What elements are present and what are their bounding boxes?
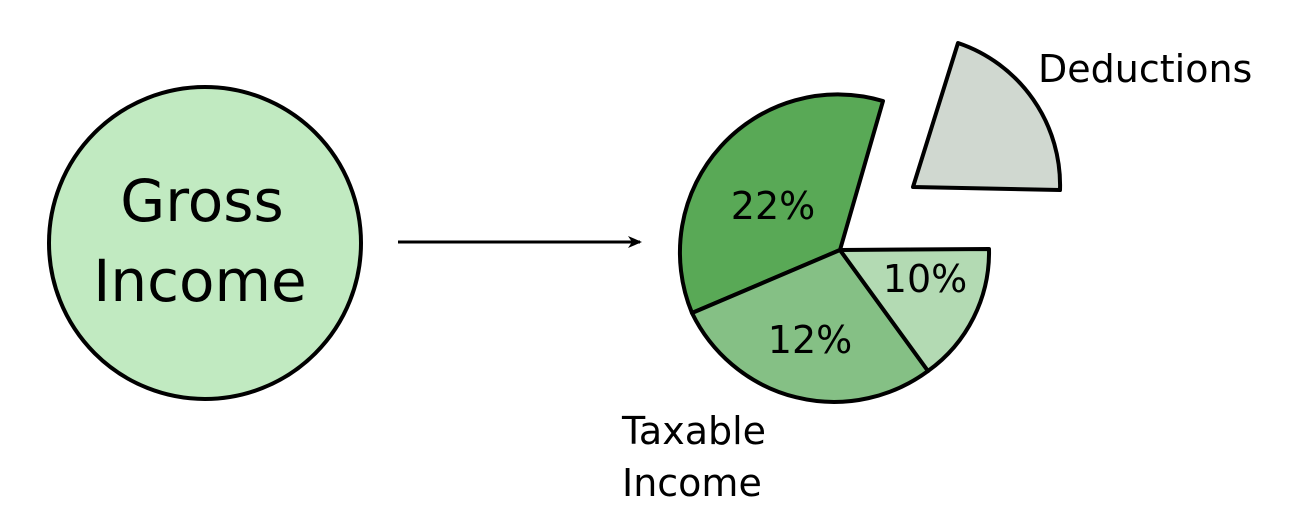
deductions-slice	[911, 41, 1063, 192]
deductions-node: Deductions	[911, 41, 1252, 192]
gross-income-circle	[47, 85, 363, 401]
taxable-income-label: Taxable Income	[621, 409, 766, 505]
taxable-income-label-line2: Income	[622, 461, 762, 505]
slice-22-label: 22%	[731, 184, 815, 228]
deductions-label: Deductions	[1038, 47, 1252, 91]
gross-income-node: Gross Income	[47, 85, 363, 401]
gross-income-label-line2: Income	[93, 247, 306, 315]
slice-12-label: 12%	[768, 318, 852, 362]
slice-10-label: 10%	[883, 257, 967, 301]
gross-income-label-line1: Gross	[120, 167, 283, 235]
income-pie: 22% 12% 10%	[677, 92, 992, 404]
slice-22-percent	[677, 92, 885, 315]
taxable-income-label-line1: Taxable	[621, 409, 766, 453]
slice-12-percent	[690, 248, 930, 404]
slice-10-percent	[838, 247, 992, 373]
